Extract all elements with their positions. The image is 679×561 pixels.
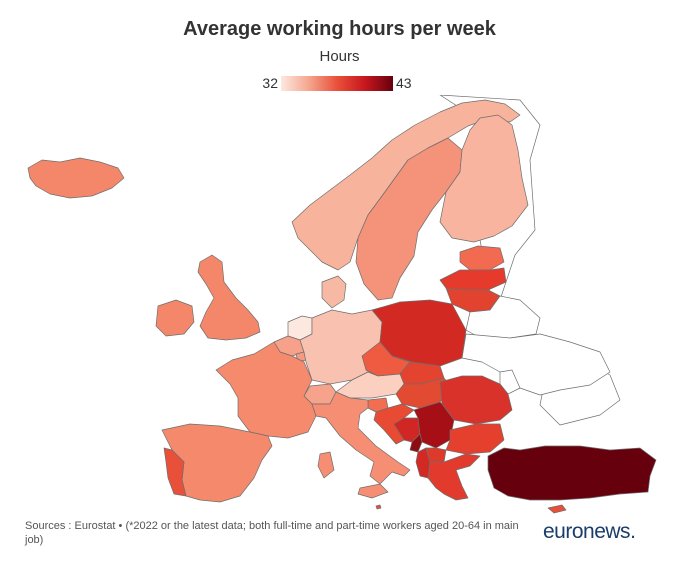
country-latvia[interactable] <box>439 267 507 291</box>
country-italy-sardinia[interactable] <box>317 451 335 479</box>
country-italy-sicily[interactable] <box>357 483 389 499</box>
country-moldova[interactable] <box>499 369 521 395</box>
legend-title: Hours <box>319 48 360 65</box>
chart-title: Average working hours per week <box>183 18 496 40</box>
country-malta[interactable] <box>375 504 382 510</box>
country-ukraine[interactable] <box>461 333 611 396</box>
country-united-kingdom[interactable] <box>197 254 261 341</box>
legend-max-label: 43 <box>396 75 412 91</box>
country-finland[interactable] <box>439 114 529 243</box>
country-ireland[interactable] <box>155 299 195 337</box>
color-legend: 32 43 <box>0 74 679 94</box>
country-iceland[interactable] <box>27 157 125 199</box>
country-austria[interactable] <box>335 371 405 399</box>
country-north-macedonia[interactable] <box>425 447 447 463</box>
country-montenegro[interactable] <box>409 433 423 453</box>
country-belarus[interactable] <box>465 295 541 339</box>
country-denmark[interactable] <box>321 275 347 309</box>
country-bulgaria[interactable] <box>445 423 505 455</box>
legend-gradient-bar <box>281 76 393 91</box>
logo-text: euronews <box>543 520 631 543</box>
country-portugal[interactable] <box>163 447 187 497</box>
country-turkey[interactable] <box>487 445 657 501</box>
euronews-logo[interactable]: euronews. <box>543 520 636 544</box>
source-note: Sources : Eurostat • (*2022 or the lates… <box>25 520 519 546</box>
country-poland[interactable] <box>371 299 467 367</box>
europe-map <box>27 95 657 514</box>
country-estonia[interactable] <box>459 245 505 271</box>
country-italy[interactable] <box>311 391 411 485</box>
legend-min-label: 32 <box>262 75 278 91</box>
country-greece[interactable] <box>427 453 481 501</box>
logo-dot: . <box>630 520 636 543</box>
country-cyprus[interactable] <box>547 504 567 514</box>
